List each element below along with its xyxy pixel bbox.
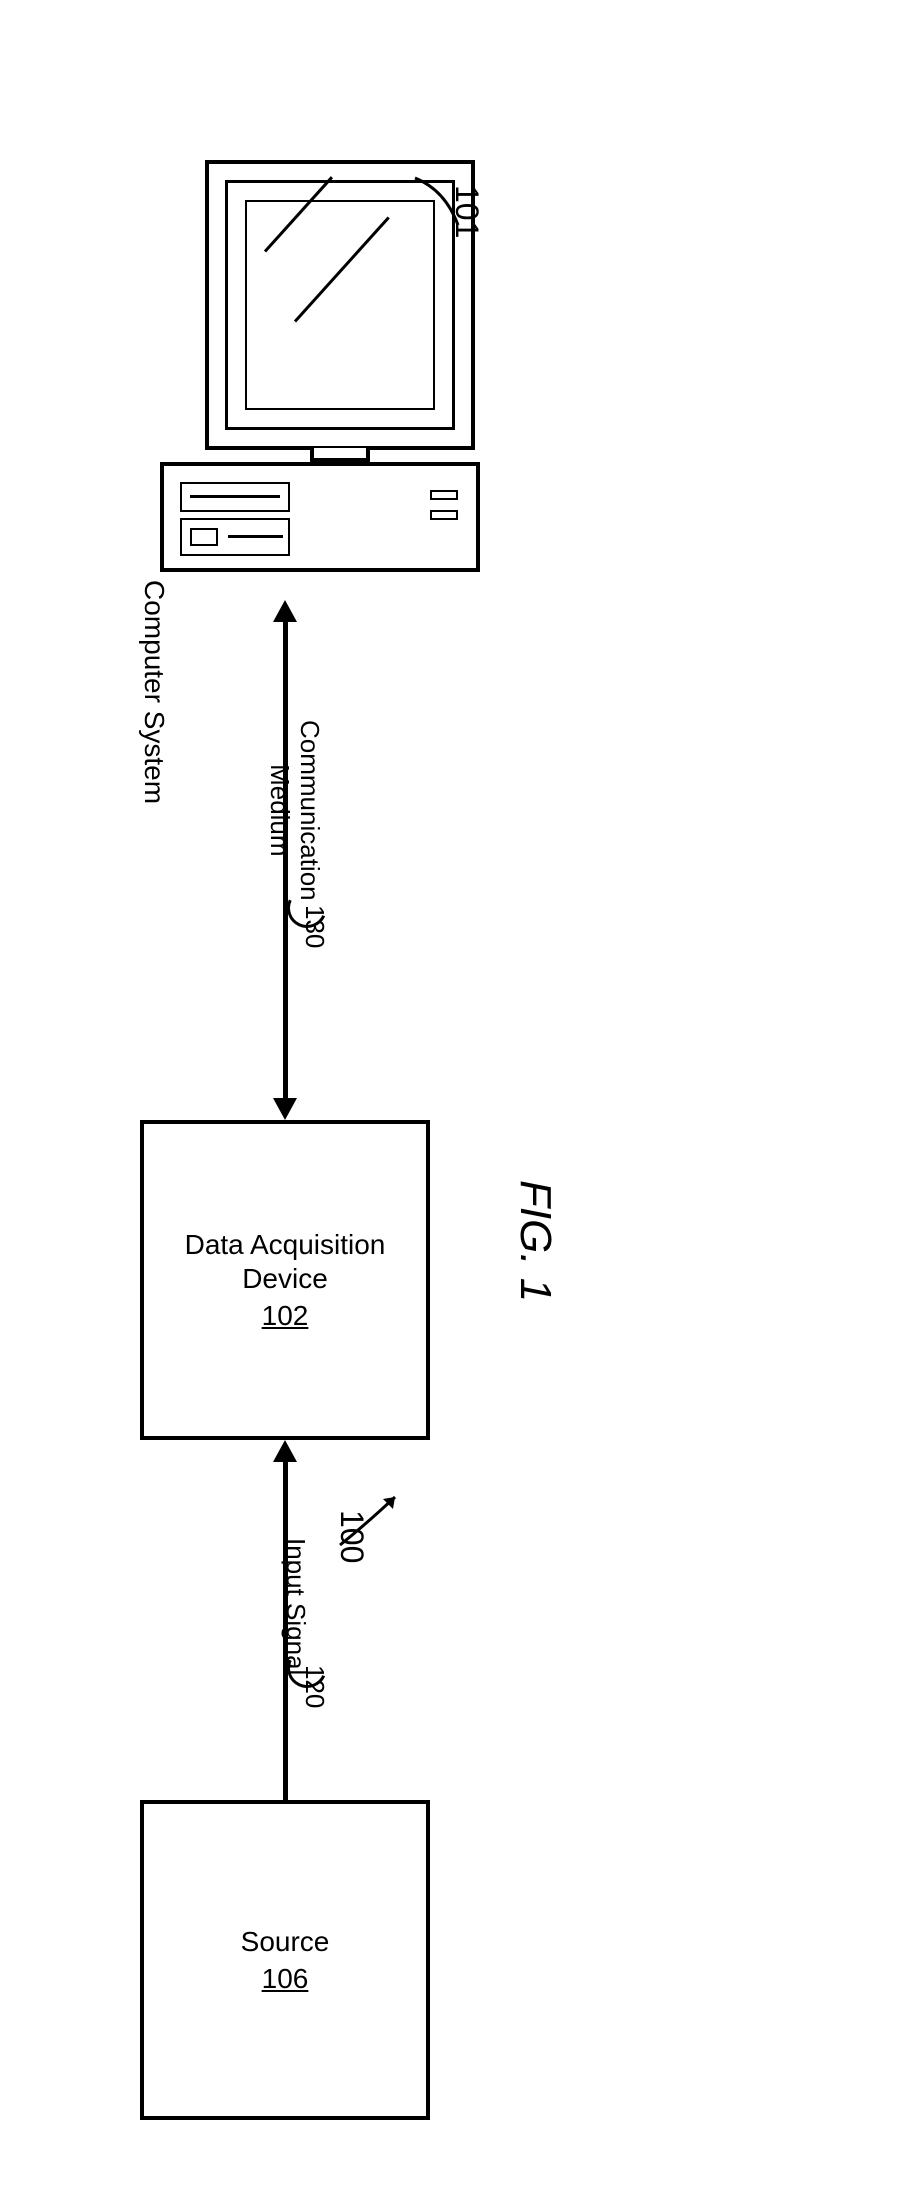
drive-slot-2b: [228, 535, 283, 538]
computer-label: Computer System: [138, 580, 170, 804]
daq-label: Data Acquisition Device: [185, 1228, 386, 1295]
edge-comm-label: Communication Medium: [264, 720, 324, 901]
edge-input-num: 120: [299, 1665, 330, 1708]
ref-100-leader: [325, 1485, 415, 1555]
ref-101-leader: [410, 170, 470, 245]
drive-slot-2a: [190, 528, 218, 546]
source-node: Source 106: [140, 1800, 430, 2120]
monitor-screen: [245, 200, 435, 410]
drive-slot-1: [190, 495, 280, 498]
pc-button-1: [430, 490, 458, 500]
diagram-canvas: 100 Source 106 Input Signal 120 Data Acq…: [40, 40, 865, 2151]
daq-node: Data Acquisition Device 102: [140, 1120, 430, 1440]
source-num: 106: [262, 1963, 309, 1995]
edge-comm-arrowhead-down: [273, 1098, 297, 1120]
figure-caption: FIG. 1: [510, 1180, 560, 1302]
pc-button-2: [430, 510, 458, 520]
source-label: Source: [241, 1925, 330, 1959]
edge-comm-num: 130: [299, 905, 330, 948]
edge-input-arrowhead: [273, 1440, 297, 1462]
monitor-foot: [310, 448, 370, 462]
daq-num: 102: [262, 1300, 309, 1332]
edge-comm-arrowhead-up: [273, 600, 297, 622]
